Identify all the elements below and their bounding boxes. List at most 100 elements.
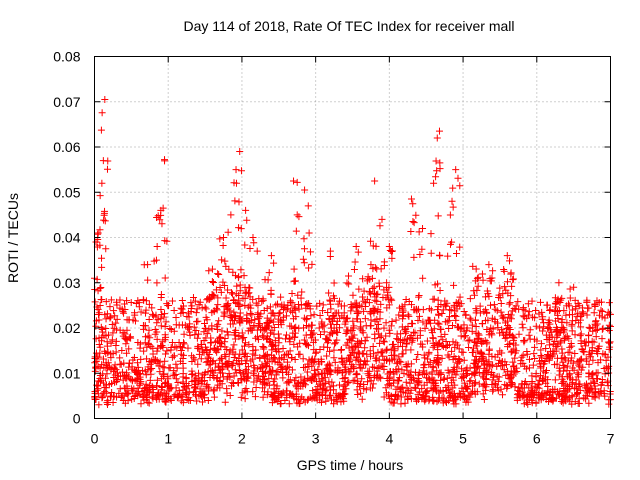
data-point	[365, 299, 373, 307]
data-point	[259, 343, 267, 351]
data-point	[210, 344, 218, 352]
data-point	[507, 292, 515, 300]
data-point	[423, 355, 431, 363]
data-point	[241, 342, 249, 350]
data-point	[263, 350, 271, 358]
data-point	[542, 396, 550, 404]
data-point	[193, 334, 201, 342]
data-point	[267, 309, 275, 317]
data-point	[274, 300, 282, 308]
data-point	[231, 350, 239, 358]
data-point	[444, 252, 452, 260]
data-point	[295, 213, 303, 221]
data-point	[588, 371, 596, 379]
data-point	[254, 365, 262, 373]
data-point	[449, 321, 457, 329]
data-point	[349, 346, 357, 354]
data-point	[493, 373, 501, 381]
data-point	[437, 333, 445, 341]
data-point	[265, 269, 273, 277]
data-point	[96, 192, 104, 200]
data-point	[265, 355, 273, 363]
data-point	[540, 323, 548, 331]
data-point	[571, 398, 579, 406]
data-point	[420, 364, 428, 372]
data-point	[274, 345, 282, 353]
data-points	[91, 95, 614, 409]
data-point	[307, 321, 315, 329]
data-point	[112, 319, 120, 327]
data-point	[453, 323, 461, 331]
data-point	[248, 326, 256, 334]
data-point	[482, 306, 490, 314]
data-point	[393, 368, 401, 376]
data-point	[538, 315, 546, 323]
data-point	[312, 349, 320, 357]
data-point	[591, 388, 599, 396]
data-point	[435, 311, 443, 319]
data-point	[230, 341, 238, 349]
data-point	[309, 331, 317, 339]
data-point	[565, 371, 573, 379]
data-point	[413, 397, 421, 405]
data-point	[306, 393, 314, 401]
data-point	[419, 343, 427, 351]
data-point	[282, 364, 290, 372]
data-point	[322, 397, 330, 405]
data-point	[403, 363, 411, 371]
data-point	[463, 364, 471, 372]
data-point	[229, 268, 237, 276]
data-point	[456, 182, 464, 190]
data-point	[200, 319, 208, 327]
data-point	[458, 374, 466, 382]
data-point	[352, 371, 360, 379]
data-point	[447, 392, 455, 400]
data-point	[145, 341, 153, 349]
data-point	[341, 374, 349, 382]
data-point	[544, 318, 552, 326]
data-point	[525, 364, 533, 372]
data-point	[581, 382, 589, 390]
data-point	[551, 376, 559, 384]
data-point	[230, 296, 238, 304]
data-point	[448, 347, 456, 355]
data-point	[197, 391, 205, 399]
data-point	[105, 381, 113, 389]
data-point	[434, 296, 442, 304]
data-point	[537, 364, 545, 372]
data-point	[285, 400, 293, 408]
data-point	[559, 362, 567, 370]
data-point	[324, 309, 332, 317]
data-point	[585, 331, 593, 339]
data-point	[111, 361, 119, 369]
data-point	[558, 316, 566, 324]
data-point	[294, 343, 302, 351]
data-point	[149, 386, 157, 394]
data-point	[358, 327, 366, 335]
data-point	[373, 365, 381, 373]
data-point	[337, 393, 345, 401]
data-point	[135, 299, 143, 307]
data-point	[230, 354, 238, 362]
data-point	[250, 323, 258, 331]
data-point	[565, 311, 573, 319]
data-point	[307, 334, 315, 342]
data-point	[152, 256, 160, 264]
data-point	[279, 344, 287, 352]
data-point	[577, 330, 585, 338]
data-point	[605, 339, 613, 347]
data-point	[235, 303, 243, 311]
data-point	[297, 378, 305, 386]
data-point	[503, 252, 511, 260]
data-point	[590, 378, 598, 386]
data-point	[101, 217, 109, 225]
data-point	[553, 323, 561, 331]
data-point	[346, 356, 354, 364]
data-point	[201, 303, 209, 311]
data-point	[471, 316, 479, 324]
data-point	[329, 313, 337, 321]
data-point	[432, 339, 440, 347]
data-point	[161, 310, 169, 318]
data-point	[429, 386, 437, 394]
data-point	[220, 234, 227, 241]
